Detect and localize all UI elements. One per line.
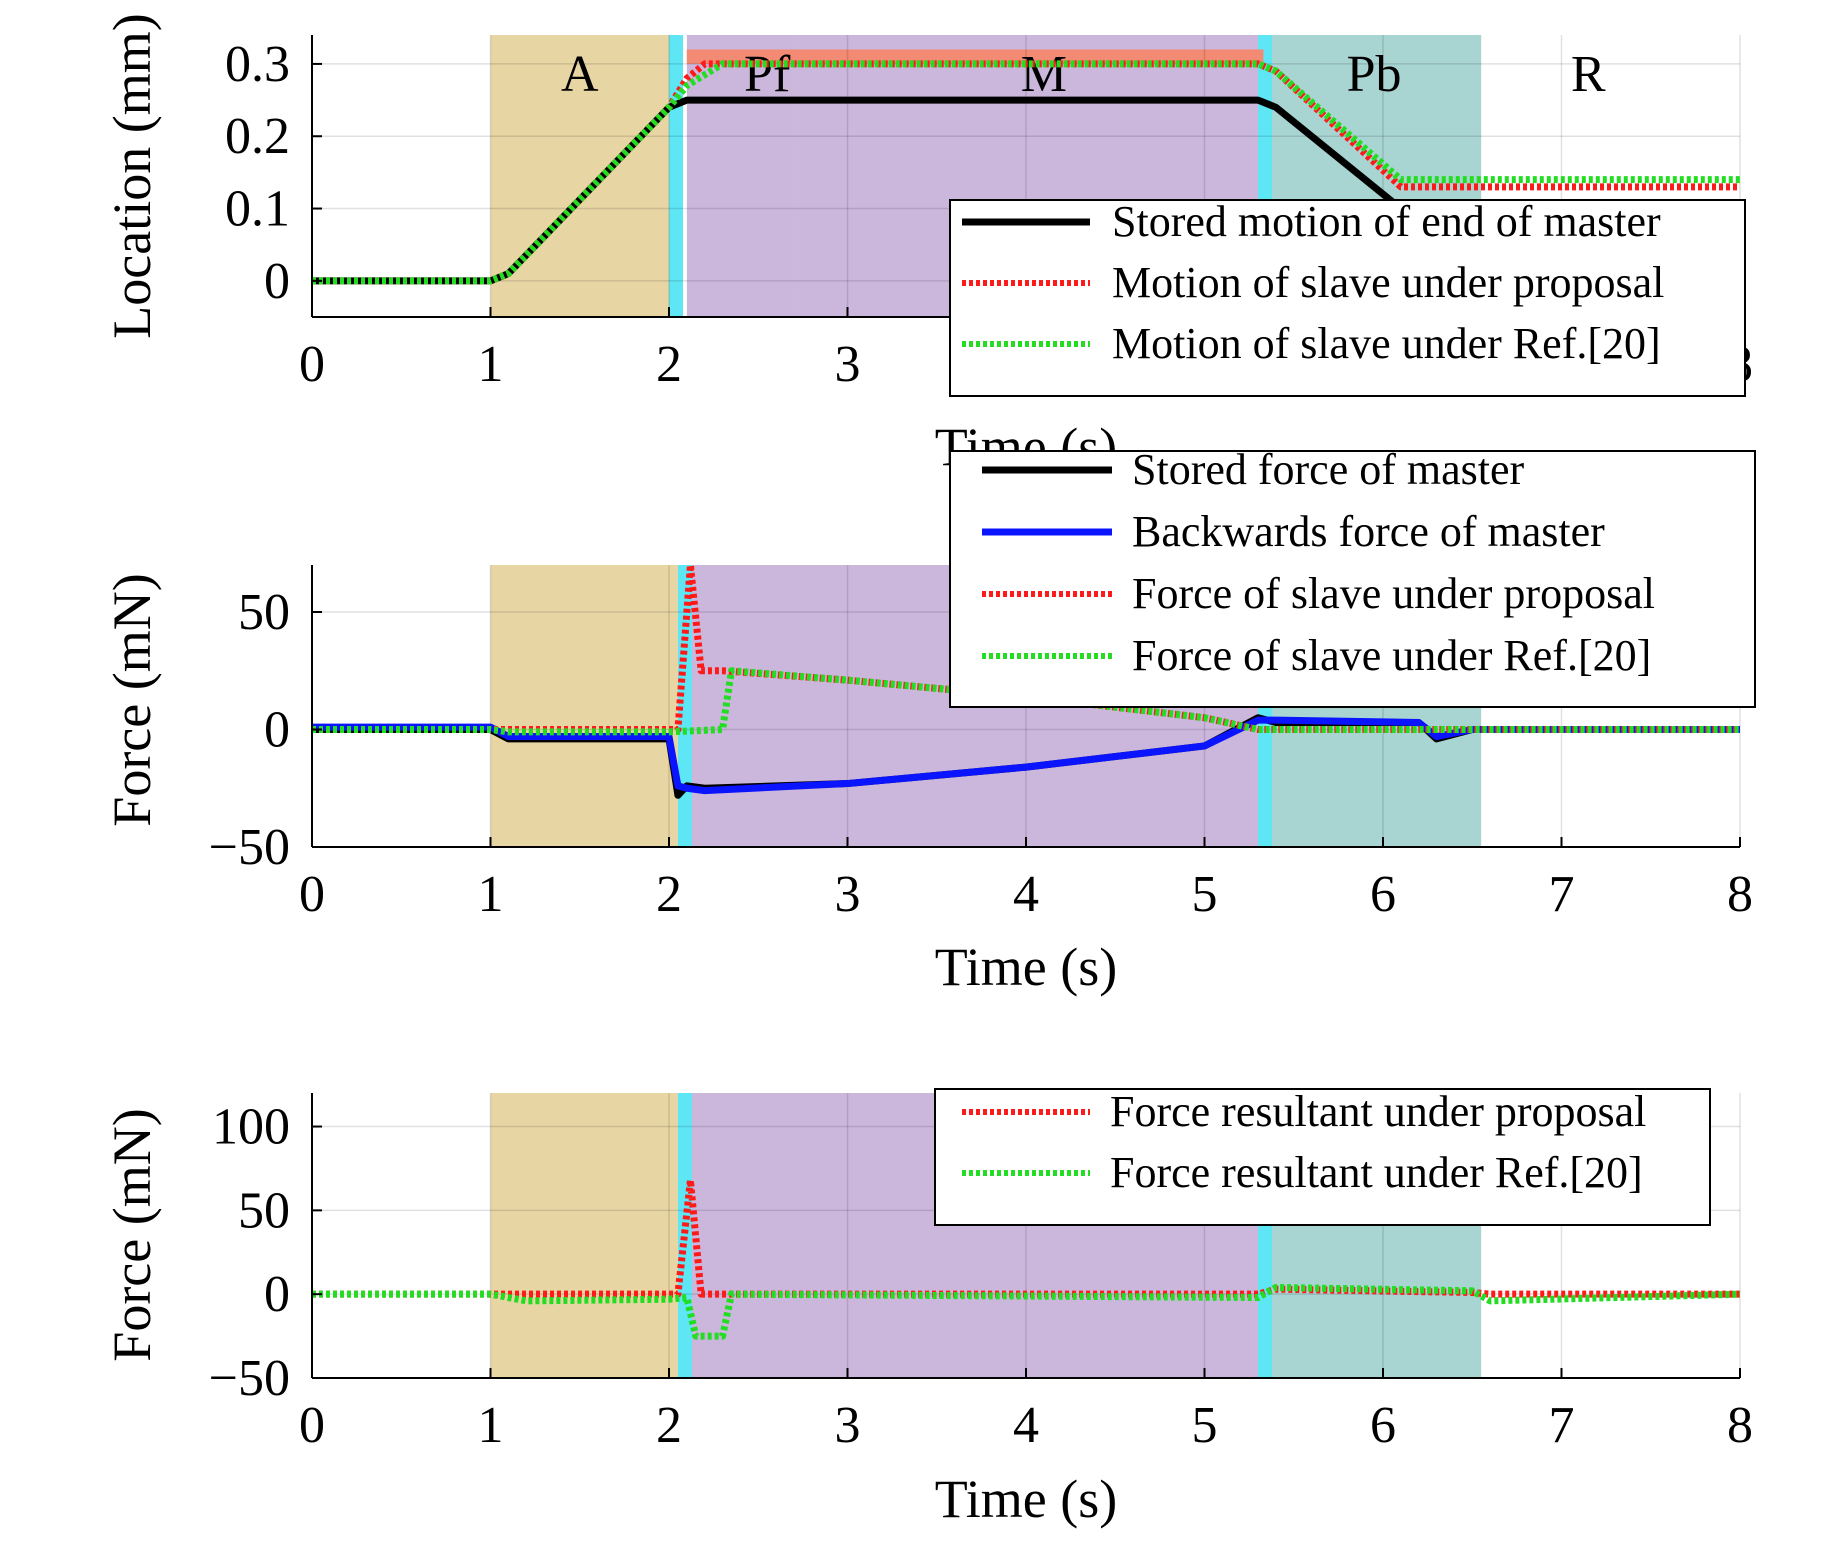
y-tick-label: 0.2: [225, 108, 290, 165]
y-tick-label: 0.3: [225, 36, 290, 93]
x-tick-label: 5: [1192, 1397, 1218, 1454]
phase-label-pb: Pb: [1347, 46, 1402, 103]
x-tick-label: 2: [656, 1397, 682, 1454]
y-tick-label: 0: [264, 1266, 290, 1323]
x-tick-label: 7: [1549, 1397, 1575, 1454]
series-line-3: [312, 667, 1740, 736]
legend-box: [934, 1088, 1711, 1226]
y-axis-label: Location (mm): [102, 13, 162, 338]
phase-label-a: A: [561, 46, 599, 103]
x-tick-label: 2: [656, 866, 682, 923]
series-group: [312, 60, 1740, 285]
legend-label: Force resultant under Ref.[20]: [1110, 1148, 1643, 1197]
y-axis-label: Force (mN): [102, 573, 162, 826]
legend-box: [949, 450, 1756, 708]
x-tick-label: 6: [1370, 1397, 1396, 1454]
legend-box: [949, 199, 1746, 397]
x-tick-label: 7: [1549, 866, 1575, 923]
y-tick-label: −50: [209, 819, 290, 876]
y-tick-label: 0: [264, 702, 290, 759]
series-group: [312, 565, 1740, 799]
y-tick-label: 50: [238, 584, 290, 641]
phase-band-a: [490, 565, 678, 847]
phase-band-a: [490, 35, 669, 317]
series-group: [312, 1176, 1740, 1340]
phase-transition: [669, 35, 683, 317]
y-tick-label: 0: [264, 253, 290, 310]
phase-band-a: [490, 1093, 678, 1378]
x-tick-label: 0: [299, 1397, 325, 1454]
x-tick-label: 3: [835, 1397, 861, 1454]
force-cap-band: [686, 49, 1264, 64]
phase-band-pf: [686, 35, 794, 317]
legend: Stored motion of end of master Motion of …: [949, 197, 1746, 397]
phase-label-m: M: [1021, 46, 1067, 103]
x-tick-label: 5: [1192, 866, 1218, 923]
legend-label: Backwards force of master: [1132, 507, 1605, 556]
legend-label: Motion of slave under proposal: [1112, 258, 1664, 307]
legend-label: Force resultant under proposal: [1110, 1087, 1646, 1136]
x-tick-label: 4: [1013, 866, 1039, 923]
x-tick-label: 0: [299, 866, 325, 923]
phase-transition: [677, 1093, 692, 1378]
x-tick-label: 6: [1370, 866, 1396, 923]
phase-transition: [677, 565, 692, 847]
x-axis-label: Time (s): [935, 1469, 1118, 1529]
series-line-1: [312, 1283, 1740, 1340]
legend-label: Force of slave under Ref.[20]: [1132, 631, 1651, 680]
y-tick-label: −50: [209, 1350, 290, 1407]
legend: Force resultant under proposal Force resu…: [934, 1087, 1711, 1226]
x-tick-label: 0: [299, 336, 325, 393]
x-tick-label: 1: [478, 336, 504, 393]
legend-label: Force of slave under proposal: [1132, 569, 1655, 618]
legend-label: Stored force of master: [1132, 445, 1525, 494]
x-tick-label: 2: [656, 336, 682, 393]
y-axis-label: Force (mN): [102, 1108, 162, 1361]
x-tick-label: 3: [835, 336, 861, 393]
y-tick-label: 0.1: [225, 181, 290, 238]
y-tick-label: 100: [212, 1099, 290, 1156]
x-axis-label: Time (s): [935, 937, 1118, 997]
legend-label: Motion of slave under Ref.[20]: [1112, 319, 1661, 368]
legend: Stored force of master Backwards force of…: [949, 445, 1756, 708]
phase-label-pf: Pf: [744, 46, 791, 103]
x-tick-label: 3: [835, 866, 861, 923]
series-line-2: [312, 60, 1740, 285]
legend-label: Stored motion of end of master: [1112, 197, 1661, 246]
x-tick-label: 1: [478, 1397, 504, 1454]
x-tick-label: 1: [478, 866, 504, 923]
y-tick-label: 50: [238, 1182, 290, 1239]
x-tick-label: 8: [1727, 866, 1753, 923]
x-tick-label: 4: [1013, 1397, 1039, 1454]
phase-label-r: R: [1571, 46, 1606, 103]
x-tick-label: 8: [1727, 1397, 1753, 1454]
series-line-1: [312, 60, 1740, 285]
